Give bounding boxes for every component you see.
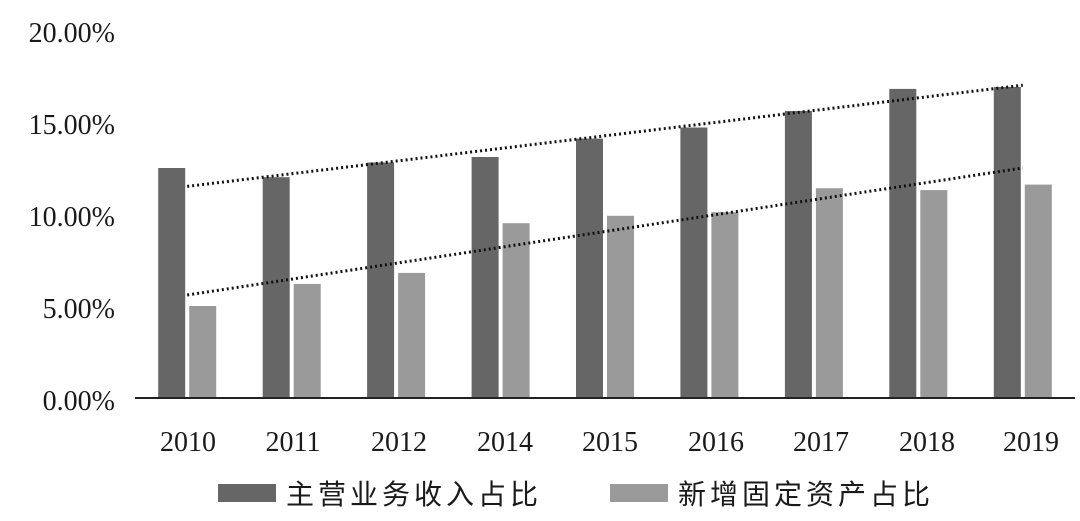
legend-swatch-new-fixed-assets (610, 484, 668, 502)
bar-new-fixed-assets-2015 (607, 215, 634, 398)
bar-main-revenue-2014 (471, 157, 499, 398)
x-tick-label: 2016 (688, 427, 744, 458)
y-tick-label: 10.00% (29, 202, 115, 233)
x-tick-label: 2012 (371, 427, 427, 458)
bar-main-revenue-2012 (367, 162, 395, 398)
x-axis-ticks: 2010 2011 2012 2014 2015 2016 2017 2018 … (160, 427, 1059, 458)
bar-new-fixed-assets-2010 (189, 306, 217, 398)
y-tick-label: 15.00% (29, 110, 115, 141)
bar-main-revenue-2016 (680, 127, 708, 398)
bar-main-revenue-2019 (993, 87, 1021, 398)
y-axis-ticks: 0.00% 5.00% 10.00% 15.00% 20.00% (29, 18, 115, 417)
bars-group (158, 87, 1052, 399)
bar-new-fixed-assets-2017 (815, 188, 843, 398)
bar-new-fixed-assets-2011 (293, 283, 321, 398)
x-tick-label: 2010 (160, 427, 216, 458)
bar-new-fixed-assets-2016 (711, 212, 739, 398)
bar-new-fixed-assets-2014 (502, 223, 530, 398)
x-tick-label: 2014 (477, 427, 533, 458)
x-tick-label: 2018 (899, 427, 955, 458)
legend: 主营业务收入占比 新增固定资产占比 (218, 478, 934, 511)
x-tick-label: 2011 (266, 427, 321, 458)
bar-new-fixed-assets-2019 (1024, 184, 1052, 398)
bar-main-revenue-2011 (262, 177, 290, 398)
bar-new-fixed-assets-2012 (398, 272, 426, 398)
bar-main-revenue-2017 (784, 111, 812, 398)
y-tick-label: 0.00% (43, 386, 115, 417)
x-tick-label: 2017 (793, 427, 849, 458)
trendlines-group (186, 83, 1024, 297)
trendline-new-fixed-assets (186, 166, 1024, 297)
x-tick-label: 2015 (582, 427, 638, 458)
y-tick-label: 20.00% (29, 18, 115, 49)
trendline-main-revenue (187, 83, 1023, 188)
legend-label-new-fixed-assets: 新增固定资产占比 (678, 478, 934, 511)
bar-main-revenue-2015 (576, 138, 603, 398)
legend-label-main-revenue: 主营业务收入占比 (286, 478, 542, 511)
y-tick-label: 5.00% (43, 294, 115, 325)
legend-swatch-main-revenue (218, 484, 276, 502)
x-tick-label: 2019 (1003, 427, 1059, 458)
bar-new-fixed-assets-2018 (920, 190, 948, 398)
bar-main-revenue-2018 (889, 88, 917, 399)
bar-main-revenue-2010 (158, 168, 186, 398)
